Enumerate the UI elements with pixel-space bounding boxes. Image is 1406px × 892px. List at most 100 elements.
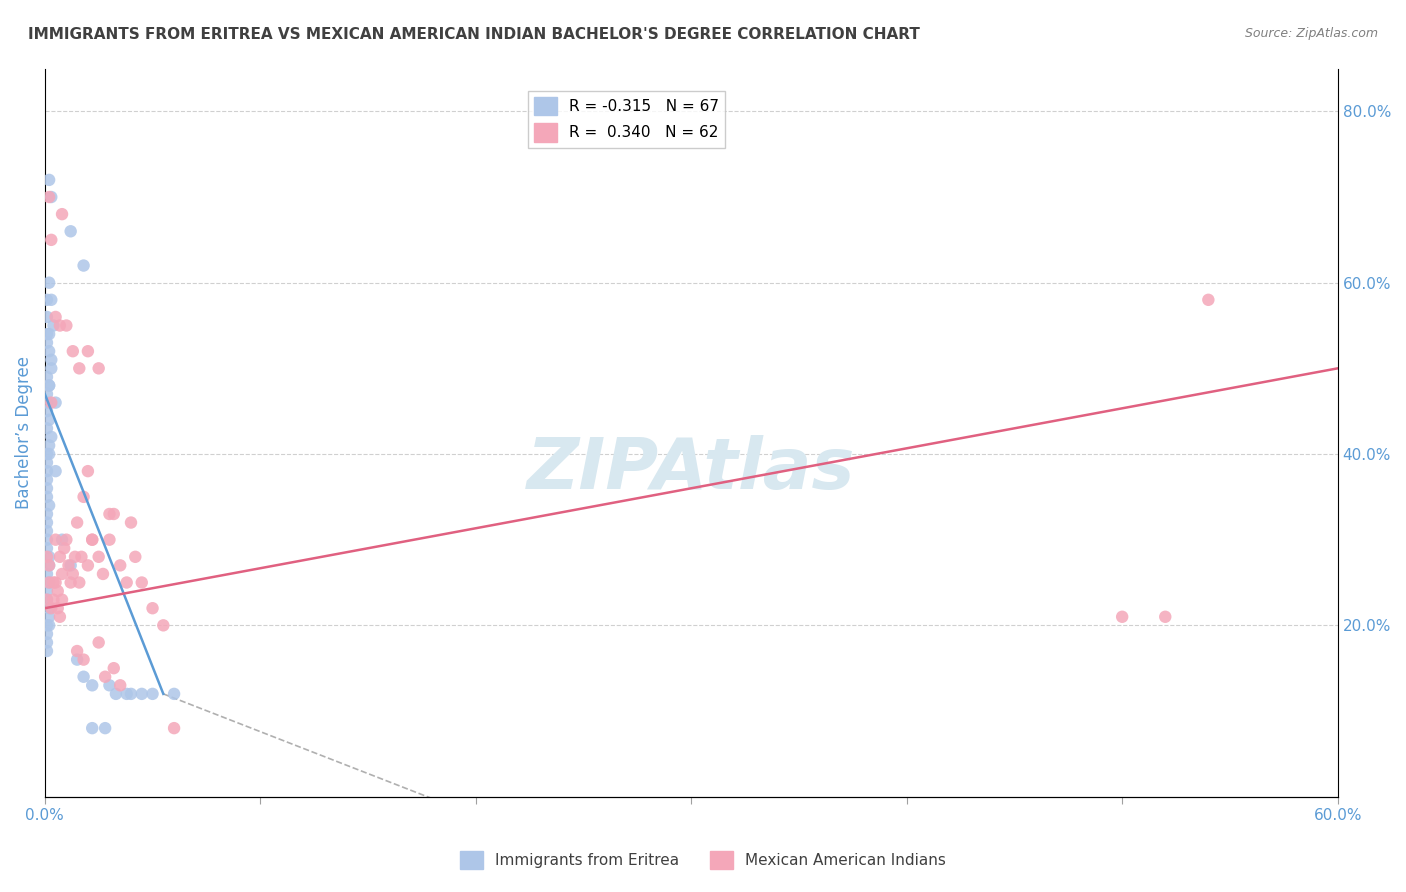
Point xyxy=(35,447,58,461)
Point xyxy=(35,516,58,530)
Point xyxy=(66,516,89,530)
Point xyxy=(38,190,60,204)
Point xyxy=(42,592,65,607)
Point xyxy=(35,592,58,607)
Point xyxy=(94,721,117,735)
Point xyxy=(163,687,186,701)
Point xyxy=(38,276,60,290)
Point xyxy=(131,575,153,590)
Point xyxy=(94,670,117,684)
Point xyxy=(38,558,60,573)
Point xyxy=(51,533,73,547)
Text: Source: ZipAtlas.com: Source: ZipAtlas.com xyxy=(1244,27,1378,40)
Point xyxy=(35,464,58,478)
Point xyxy=(42,575,65,590)
Point xyxy=(35,644,58,658)
Point xyxy=(38,549,60,564)
Point xyxy=(35,549,58,564)
Point xyxy=(51,207,73,221)
Point xyxy=(104,687,127,701)
Point xyxy=(35,370,58,384)
Point xyxy=(46,601,69,615)
Point xyxy=(1111,609,1133,624)
Point xyxy=(39,395,62,409)
Point xyxy=(38,173,60,187)
Point xyxy=(35,566,58,581)
Point xyxy=(72,259,94,273)
Point xyxy=(141,601,163,615)
Point xyxy=(38,618,60,632)
Point xyxy=(1197,293,1219,307)
Point xyxy=(87,635,110,649)
Point xyxy=(120,516,142,530)
Point xyxy=(103,507,125,521)
Point xyxy=(1154,609,1177,624)
Point xyxy=(42,318,65,333)
Point xyxy=(53,541,76,556)
Point xyxy=(38,378,60,392)
Point xyxy=(35,395,58,409)
Point xyxy=(35,310,58,324)
Point xyxy=(163,721,186,735)
Point xyxy=(39,430,62,444)
Point xyxy=(45,533,67,547)
Point xyxy=(67,575,90,590)
Point xyxy=(38,378,60,392)
Point xyxy=(115,687,138,701)
Point xyxy=(59,575,82,590)
Point xyxy=(72,670,94,684)
Text: IMMIGRANTS FROM ERITREA VS MEXICAN AMERICAN INDIAN BACHELOR'S DEGREE CORRELATION: IMMIGRANTS FROM ERITREA VS MEXICAN AMERI… xyxy=(28,27,920,42)
Point xyxy=(141,687,163,701)
Point xyxy=(66,652,89,666)
Point xyxy=(120,687,142,701)
Point xyxy=(38,438,60,452)
Point xyxy=(77,344,100,359)
Point xyxy=(35,524,58,538)
Legend: Immigrants from Eritrea, Mexican American Indians: Immigrants from Eritrea, Mexican America… xyxy=(454,845,952,875)
Point xyxy=(62,344,84,359)
Point xyxy=(39,361,62,376)
Point xyxy=(131,687,153,701)
Point xyxy=(72,652,94,666)
Point xyxy=(38,447,60,461)
Point xyxy=(110,678,132,692)
Point xyxy=(103,661,125,675)
Point xyxy=(38,601,60,615)
Point xyxy=(38,575,60,590)
Point xyxy=(63,549,86,564)
Point xyxy=(35,533,58,547)
Point xyxy=(124,549,146,564)
Point xyxy=(51,592,73,607)
Legend: R = -0.315   N = 67, R =  0.340   N = 62: R = -0.315 N = 67, R = 0.340 N = 62 xyxy=(527,91,725,148)
Point xyxy=(49,549,72,564)
Point xyxy=(77,558,100,573)
Point xyxy=(45,575,67,590)
Point xyxy=(115,575,138,590)
Point xyxy=(45,310,67,324)
Point xyxy=(39,601,62,615)
Point xyxy=(35,618,58,632)
Point xyxy=(38,609,60,624)
Point xyxy=(91,566,114,581)
Text: ZIPAtlas: ZIPAtlas xyxy=(527,434,855,503)
Point xyxy=(66,644,89,658)
Point xyxy=(55,318,77,333)
Point xyxy=(55,533,77,547)
Point xyxy=(35,327,58,342)
Point xyxy=(49,609,72,624)
Point xyxy=(38,413,60,427)
Point xyxy=(38,575,60,590)
Point xyxy=(98,507,121,521)
Point xyxy=(62,566,84,581)
Point xyxy=(46,584,69,599)
Point xyxy=(35,293,58,307)
Point xyxy=(87,361,110,376)
Point xyxy=(35,421,58,435)
Point xyxy=(49,318,72,333)
Point xyxy=(39,233,62,247)
Point xyxy=(110,558,132,573)
Point xyxy=(51,566,73,581)
Point xyxy=(58,558,80,573)
Point xyxy=(98,678,121,692)
Point xyxy=(35,541,58,556)
